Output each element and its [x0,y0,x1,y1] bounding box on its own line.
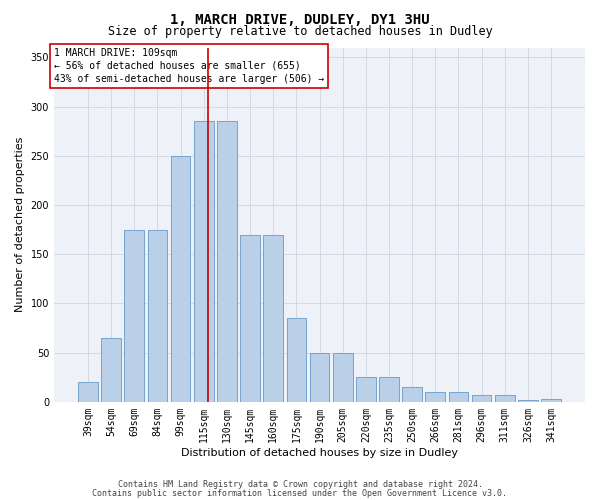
Bar [402,387,422,402]
Bar [240,234,260,402]
Text: Contains HM Land Registry data © Crown copyright and database right 2024.: Contains HM Land Registry data © Crown c… [118,480,482,489]
Text: 1 MARCH DRIVE: 109sqm
← 56% of detached houses are smaller (655)
43% of semi-det: 1 MARCH DRIVE: 109sqm ← 56% of detached … [54,48,324,84]
Bar [124,230,144,402]
Bar [472,395,491,402]
Bar [263,234,283,402]
X-axis label: Distribution of detached houses by size in Dudley: Distribution of detached houses by size … [181,448,458,458]
Bar [518,400,538,402]
Text: Contains public sector information licensed under the Open Government Licence v3: Contains public sector information licen… [92,488,508,498]
Y-axis label: Number of detached properties: Number of detached properties [15,137,25,312]
Text: 1, MARCH DRIVE, DUDLEY, DY1 3HU: 1, MARCH DRIVE, DUDLEY, DY1 3HU [170,12,430,26]
Bar [449,392,468,402]
Bar [333,352,353,402]
Bar [495,395,515,402]
Bar [194,122,214,402]
Bar [541,399,561,402]
Bar [287,318,306,402]
Text: Size of property relative to detached houses in Dudley: Size of property relative to detached ho… [107,25,493,38]
Bar [78,382,98,402]
Bar [356,377,376,402]
Bar [425,392,445,402]
Bar [148,230,167,402]
Bar [310,352,329,402]
Bar [101,338,121,402]
Bar [379,377,399,402]
Bar [217,122,237,402]
Bar [171,156,190,402]
